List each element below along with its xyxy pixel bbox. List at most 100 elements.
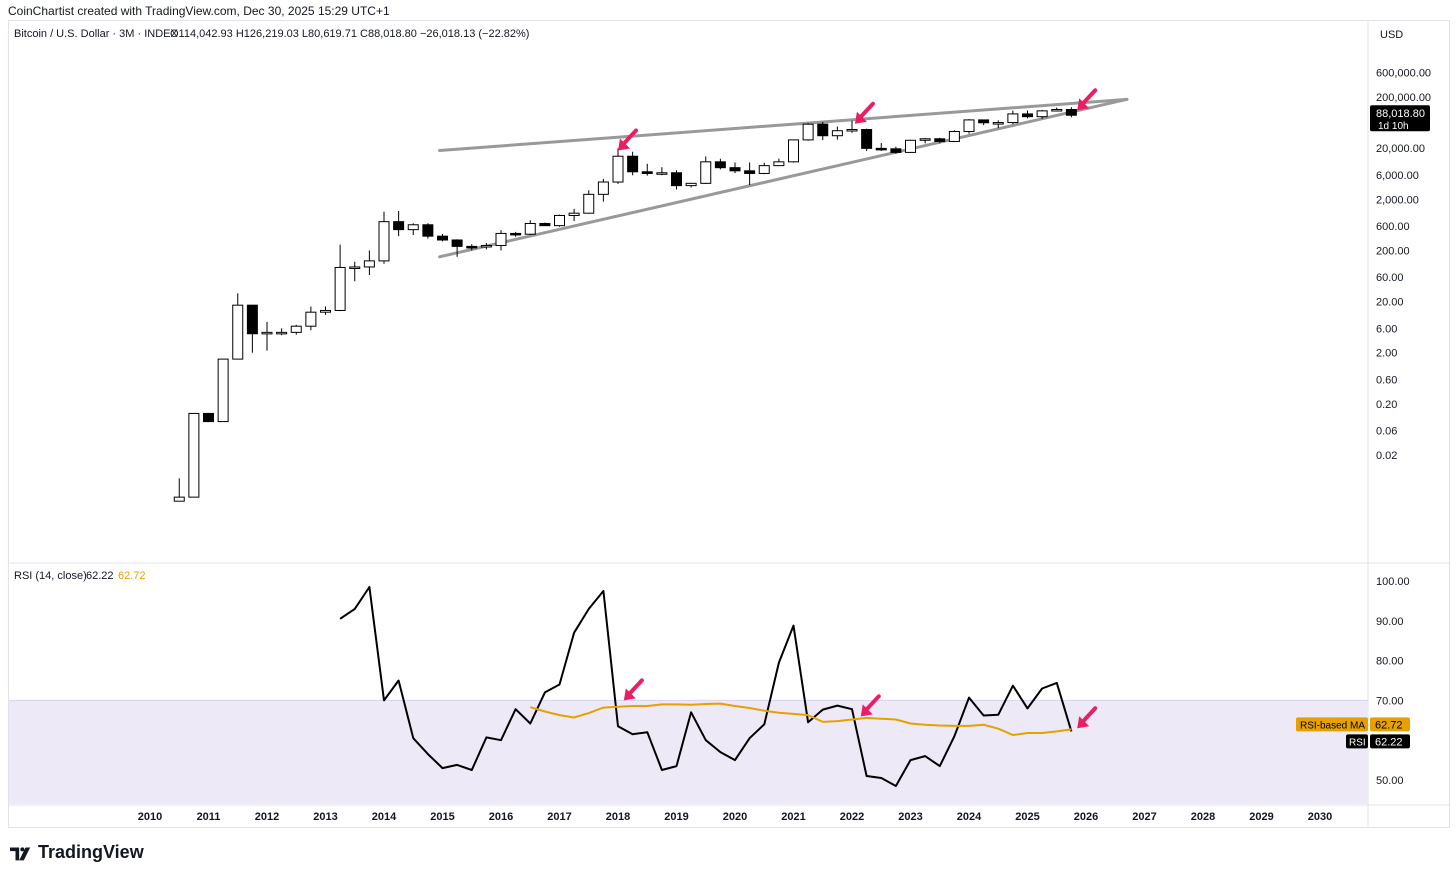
- candle-body[interactable]: [232, 304, 244, 360]
- candle-body[interactable]: [246, 304, 258, 335]
- candle-body[interactable]: [524, 222, 536, 235]
- time-tick-label: 2025: [1015, 811, 1039, 823]
- candle-body[interactable]: [773, 161, 785, 167]
- candle-body[interactable]: [203, 412, 214, 423]
- candle-body[interactable]: [919, 138, 931, 141]
- candle-body[interactable]: [480, 244, 492, 248]
- tradingview-logo[interactable]: TradingView: [10, 842, 144, 863]
- candle-body[interactable]: [495, 232, 507, 246]
- arrow-shaft: [626, 678, 644, 697]
- candle-body[interactable]: [627, 155, 639, 173]
- candle-body[interactable]: [788, 139, 799, 163]
- candle-body[interactable]: [451, 239, 463, 247]
- candle-body[interactable]: [978, 119, 990, 124]
- symbol-title: Bitcoin / U.S. Dollar · 3M · INDEX: [14, 28, 178, 40]
- candle-body[interactable]: [1065, 108, 1077, 116]
- candle-body[interactable]: [641, 171, 653, 174]
- rsi-ma-line[interactable]: [530, 702, 1072, 736]
- time-tick-label: 2020: [723, 811, 747, 823]
- candle-body[interactable]: [729, 167, 741, 172]
- candle-body[interactable]: [861, 128, 873, 149]
- price-tick-label: 60.00: [1376, 272, 1404, 284]
- candle-body[interactable]: [1036, 110, 1048, 118]
- candle-body[interactable]: [305, 311, 317, 327]
- trendline-upper[interactable]: [438, 97, 1129, 152]
- rsi-ma-value-badge: [1370, 717, 1410, 732]
- candle-body[interactable]: [334, 266, 346, 311]
- candle-body[interactable]: [992, 122, 1004, 125]
- candle-body[interactable]: [583, 193, 595, 214]
- candle-body[interactable]: [934, 138, 946, 142]
- candle-body[interactable]: [817, 123, 829, 137]
- time-tick-label: 2012: [255, 811, 279, 823]
- rsi-tick-label: 80.00: [1376, 656, 1404, 668]
- rsi-tick-label: 100.00: [1376, 576, 1410, 588]
- price-tick-label: 20,000.00: [1376, 143, 1425, 155]
- candle-body[interactable]: [875, 147, 887, 151]
- candle-body[interactable]: [846, 128, 858, 132]
- candle-body[interactable]: [1007, 113, 1019, 124]
- price-annotation-arrow: [854, 101, 875, 124]
- candle-body[interactable]: [802, 123, 814, 141]
- candle-body[interactable]: [831, 130, 843, 137]
- candle-body[interactable]: [261, 331, 273, 335]
- time-tick-label: 2015: [430, 811, 454, 823]
- candle-body[interactable]: [890, 148, 902, 153]
- time-tick-label: 2026: [1074, 811, 1098, 823]
- price-annotation-arrow: [618, 128, 638, 151]
- price-tick-label: 0.06: [1376, 426, 1397, 438]
- candle-body[interactable]: [597, 181, 609, 195]
- candle-body[interactable]: [422, 224, 434, 237]
- candle-body[interactable]: [948, 131, 960, 142]
- candle-body[interactable]: [466, 245, 478, 249]
- candle-body[interactable]: [510, 232, 522, 236]
- last-price-badge: [1370, 105, 1430, 132]
- candle-body[interactable]: [905, 139, 916, 153]
- candle-body[interactable]: [656, 172, 668, 175]
- candle-body[interactable]: [276, 331, 288, 335]
- candle-body[interactable]: [554, 214, 565, 227]
- candle-body[interactable]: [963, 119, 975, 133]
- rsi-ma-axis-value: 62.72: [1375, 719, 1403, 731]
- candle-body[interactable]: [1022, 113, 1033, 118]
- candle-body[interactable]: [320, 309, 331, 313]
- price-tick-label: 6,000.00: [1376, 170, 1419, 182]
- candle-body[interactable]: [685, 182, 697, 187]
- rsi-legend-badge: [1346, 734, 1368, 749]
- candle-body[interactable]: [407, 224, 419, 231]
- candle-body[interactable]: [700, 161, 712, 184]
- time-tick-label: 2016: [489, 811, 513, 823]
- arrow-head: [618, 138, 630, 151]
- candle-body[interactable]: [188, 412, 200, 498]
- candle-body[interactable]: [744, 170, 756, 174]
- trendline-lower[interactable]: [438, 97, 1129, 259]
- candle-body[interactable]: [378, 221, 390, 262]
- time-tick-label: 2019: [664, 811, 688, 823]
- candle-body[interactable]: [758, 165, 770, 174]
- candle-body[interactable]: [393, 221, 405, 231]
- arrow-head: [623, 688, 636, 701]
- candle-body[interactable]: [612, 155, 624, 183]
- candle-body[interactable]: [363, 260, 375, 268]
- rsi-tick-label: 70.00: [1376, 695, 1404, 707]
- candle-body[interactable]: [714, 161, 726, 169]
- candle-body[interactable]: [671, 172, 682, 187]
- candle-body[interactable]: [568, 212, 580, 216]
- rsi-ma-legend-label: RSI-based MA: [1300, 720, 1365, 731]
- time-tick-label: 2024: [957, 811, 982, 823]
- time-tick-label: 2021: [781, 811, 805, 823]
- candle-body[interactable]: [173, 496, 185, 502]
- candle-body[interactable]: [1051, 108, 1063, 112]
- currency-label[interactable]: USD: [1380, 29, 1403, 41]
- candle-body[interactable]: [217, 358, 229, 423]
- candle-body[interactable]: [290, 325, 302, 333]
- rsi-ma-value-readout: 62.72: [118, 570, 146, 582]
- arrow-shaft: [1080, 88, 1098, 107]
- candle-body[interactable]: [437, 235, 448, 241]
- candle-body[interactable]: [349, 266, 361, 269]
- candle-body[interactable]: [539, 222, 551, 227]
- time-tick-label: 2014: [372, 811, 397, 823]
- rsi-line[interactable]: [339, 586, 1073, 787]
- time-tick-label: 2029: [1249, 811, 1273, 823]
